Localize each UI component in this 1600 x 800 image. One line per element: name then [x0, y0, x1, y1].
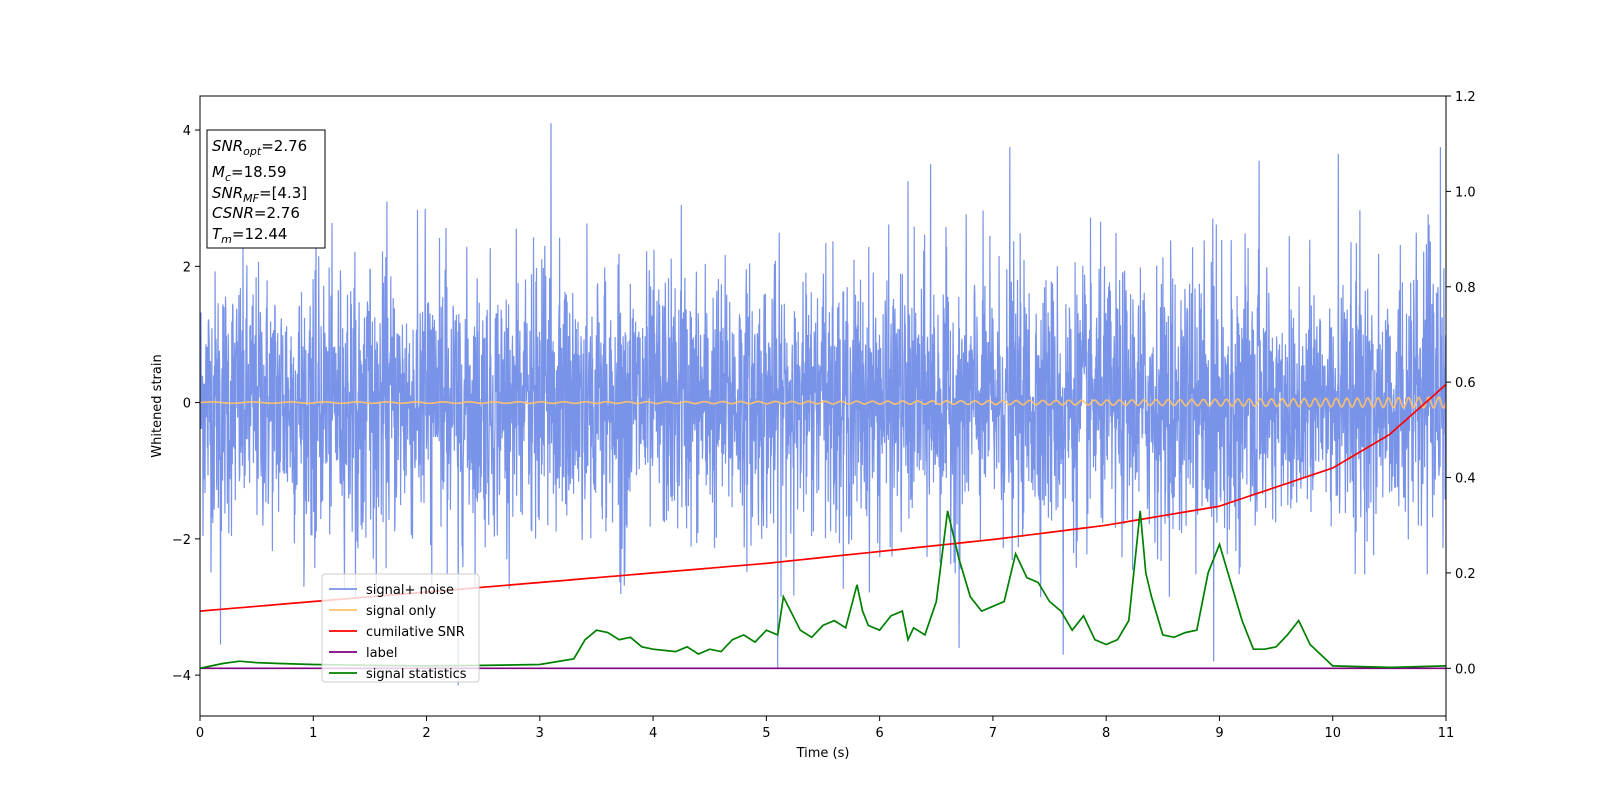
y-axis-label: Whitened strain	[150, 354, 165, 457]
x-tick-label: 6	[875, 726, 883, 741]
legend-label: signal only	[366, 604, 436, 619]
y-right-tick-label: 1.2	[1455, 90, 1476, 105]
info-box: SNRopt=2.76 Mc=18.59 SNRMF=[4.3] CSNR=2.…	[206, 129, 326, 249]
x-tick-label: 2	[422, 726, 430, 741]
info-csnr: CSNR=2.76	[212, 204, 300, 222]
y-left-tick-label: 2	[183, 260, 191, 275]
y-right-tick-label: 0.8	[1455, 281, 1476, 296]
y-left-tick-label: 0	[183, 397, 191, 412]
x-tick-label: 11	[1438, 726, 1455, 741]
plot-frame	[199, 95, 1447, 717]
info-snr-opt: SNRopt=2.76	[212, 137, 307, 158]
x-tick-label: 1	[309, 726, 317, 741]
series-line-signal-noise	[200, 123, 1446, 686]
x-tick-label: 8	[1102, 726, 1110, 741]
x-axis: 0 1 2 3 4 5 6 7 8 9 10 11	[196, 716, 1454, 741]
y-right-tick-label: 0.6	[1455, 376, 1476, 391]
y-left-tick-label: 4	[183, 124, 191, 139]
x-tick-label: 9	[1215, 726, 1223, 741]
x-tick-label: 0	[196, 726, 204, 741]
legend-label: cumilative SNR	[366, 625, 465, 640]
info-mc: Mc=18.59	[212, 163, 287, 184]
x-axis-label: Time (s)	[796, 746, 850, 761]
y-right-tick-label: 0.0	[1455, 662, 1476, 677]
y-left-tick-label: −2	[172, 533, 191, 548]
series-line-signal-statistics	[200, 510, 1446, 670]
x-tick-label: 7	[989, 726, 997, 741]
y-left-tick-label: −4	[172, 669, 191, 684]
legend-label: signal+ noise	[366, 583, 454, 598]
x-tick-label: 4	[649, 726, 657, 741]
legend-label: signal statistics	[366, 667, 467, 682]
y-right-tick-label: 0.2	[1455, 567, 1476, 582]
legend-label: label	[366, 646, 397, 661]
info-tm: Tm=12.44	[212, 225, 287, 246]
x-tick-label: 10	[1324, 726, 1341, 741]
y-right-tick-label: 0.4	[1455, 472, 1476, 487]
y-right-tick-label: 1.0	[1455, 185, 1476, 200]
series-line-signal-only	[200, 396, 1446, 409]
x-tick-label: 5	[762, 726, 770, 741]
y-axis-right: 1.2 1.0 0.8 0.6 0.4 0.2 0.0	[1446, 90, 1476, 677]
info-snr-mf: SNRMF=[4.3]	[212, 184, 307, 205]
y-axis-left: 4 2 0 −2 −4	[172, 124, 200, 684]
legend: signal+ noise signal only cumilative SNR la…	[321, 573, 480, 683]
x-tick-label: 3	[536, 726, 544, 741]
